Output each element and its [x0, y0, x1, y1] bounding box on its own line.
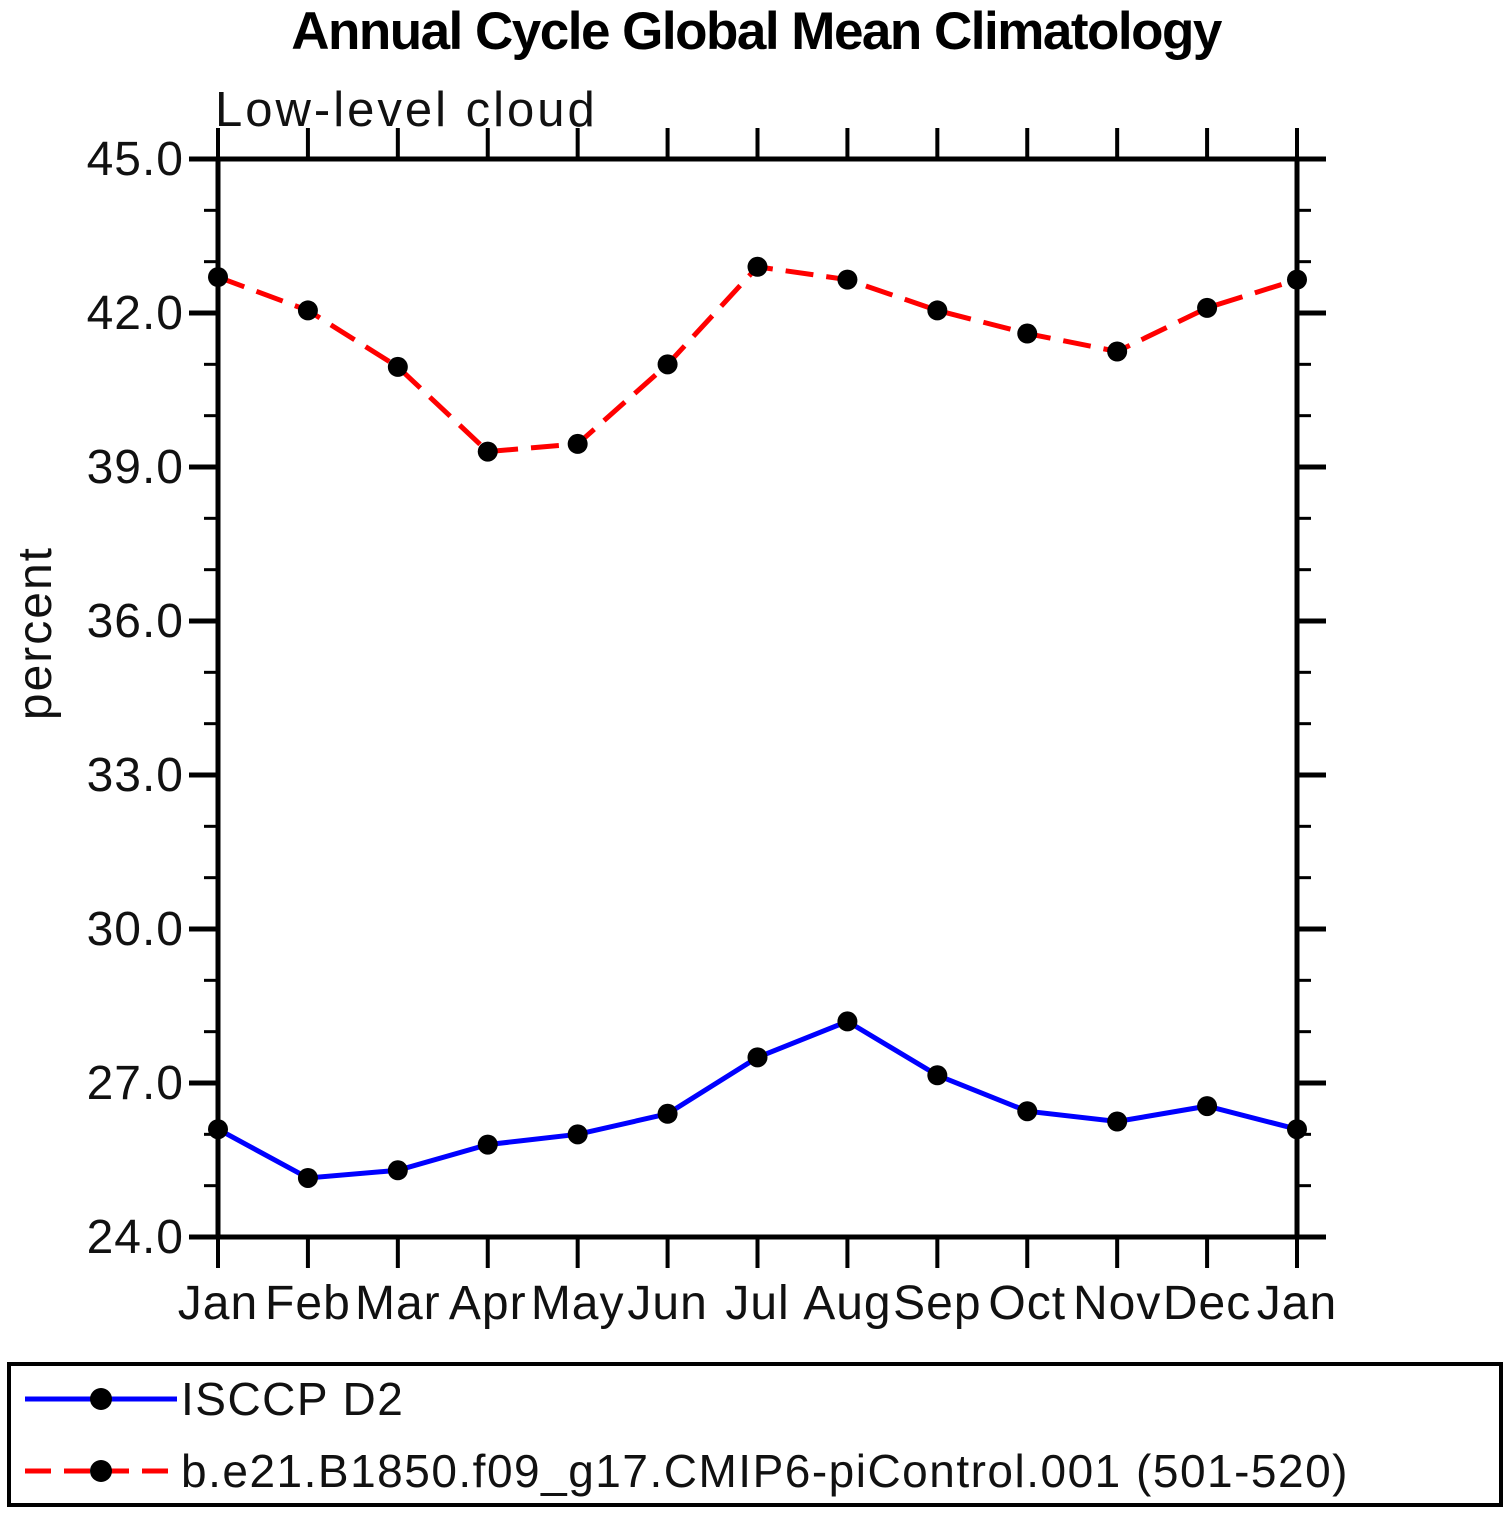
x-tick-label: May [531, 1277, 625, 1330]
series-marker [1017, 323, 1038, 344]
series-marker [1287, 269, 1307, 290]
x-tick-label: Feb [265, 1277, 351, 1330]
x-tick-label: Jul [725, 1277, 789, 1330]
series-marker [1287, 1119, 1307, 1140]
chart-subtitle: Low-level cloud [215, 83, 598, 137]
x-tick-label: Dec [1163, 1277, 1251, 1330]
series-line-0 [216, 1018, 1298, 1181]
series-line-1 [217, 264, 1298, 455]
series-marker [387, 1160, 408, 1181]
series-marker [747, 256, 768, 277]
series-marker [297, 300, 318, 321]
legend-label: b.e21.B1850.f09_g17.CMIP6-piControl.001 … [181, 1444, 1349, 1497]
plot-border [215, 156, 1300, 1240]
series-marker [927, 1065, 948, 1086]
series-marker [567, 433, 588, 454]
legend-line-sample-solid-icon [25, 1387, 177, 1410]
y-tick-label: 42.0 [87, 287, 184, 340]
legend-marker [90, 1459, 112, 1482]
series-marker [477, 441, 498, 462]
y-tick-label: 33.0 [87, 749, 184, 802]
x-tick-label: Nov [1073, 1277, 1161, 1330]
x-tick-label: Apr [449, 1277, 527, 1330]
series-marker [477, 1134, 498, 1155]
series-marker [1017, 1101, 1038, 1122]
chart-title: Annual Cycle Global Mean Climatology [291, 2, 1222, 61]
x-tick-label: Oct [988, 1277, 1066, 1330]
series-marker [837, 1011, 858, 1032]
series-marker [1197, 297, 1218, 318]
legend-label: ISCCP D2 [181, 1372, 405, 1425]
series-marker [927, 300, 948, 321]
series-marker [1197, 1096, 1218, 1117]
y-tick-label: 27.0 [87, 1057, 184, 1110]
y-tick-label: 36.0 [87, 595, 184, 648]
series-marker [297, 1167, 318, 1188]
legend-marker [90, 1387, 112, 1410]
legend-line-sample-dashed-icon [25, 1459, 177, 1482]
y-tick-label: 45.0 [87, 133, 184, 186]
y-tick-label: 24.0 [87, 1211, 184, 1264]
legend-item-isccp: ISCCP D2 [19, 1373, 1499, 1425]
series-marker [657, 354, 678, 375]
legend: ISCCP D2 b.e21.B1850.f09_g17.CMIP6-piCon… [7, 1362, 1503, 1507]
x-tick-label: Sep [893, 1277, 981, 1330]
series-marker [1107, 341, 1128, 362]
x-tick-label: Jan [1257, 1277, 1337, 1330]
series-marker [747, 1047, 768, 1068]
series-marker [208, 1119, 228, 1140]
x-tick-label: Aug [803, 1277, 891, 1330]
series-marker [208, 267, 228, 288]
x-tick-label: Mar [355, 1277, 441, 1330]
series-marker [837, 269, 858, 290]
series-marker [1107, 1111, 1128, 1132]
series-marker [657, 1103, 678, 1124]
series-marker [387, 356, 408, 377]
y-tick-label: 30.0 [87, 903, 184, 956]
legend-item-picontrol: b.e21.B1850.f09_g17.CMIP6-piControl.001 … [19, 1445, 1499, 1497]
x-tick-label: Jun [627, 1277, 707, 1330]
series-marker [567, 1124, 588, 1145]
y-tick-label: 39.0 [87, 441, 184, 494]
x-tick-label: Jan [178, 1277, 258, 1330]
